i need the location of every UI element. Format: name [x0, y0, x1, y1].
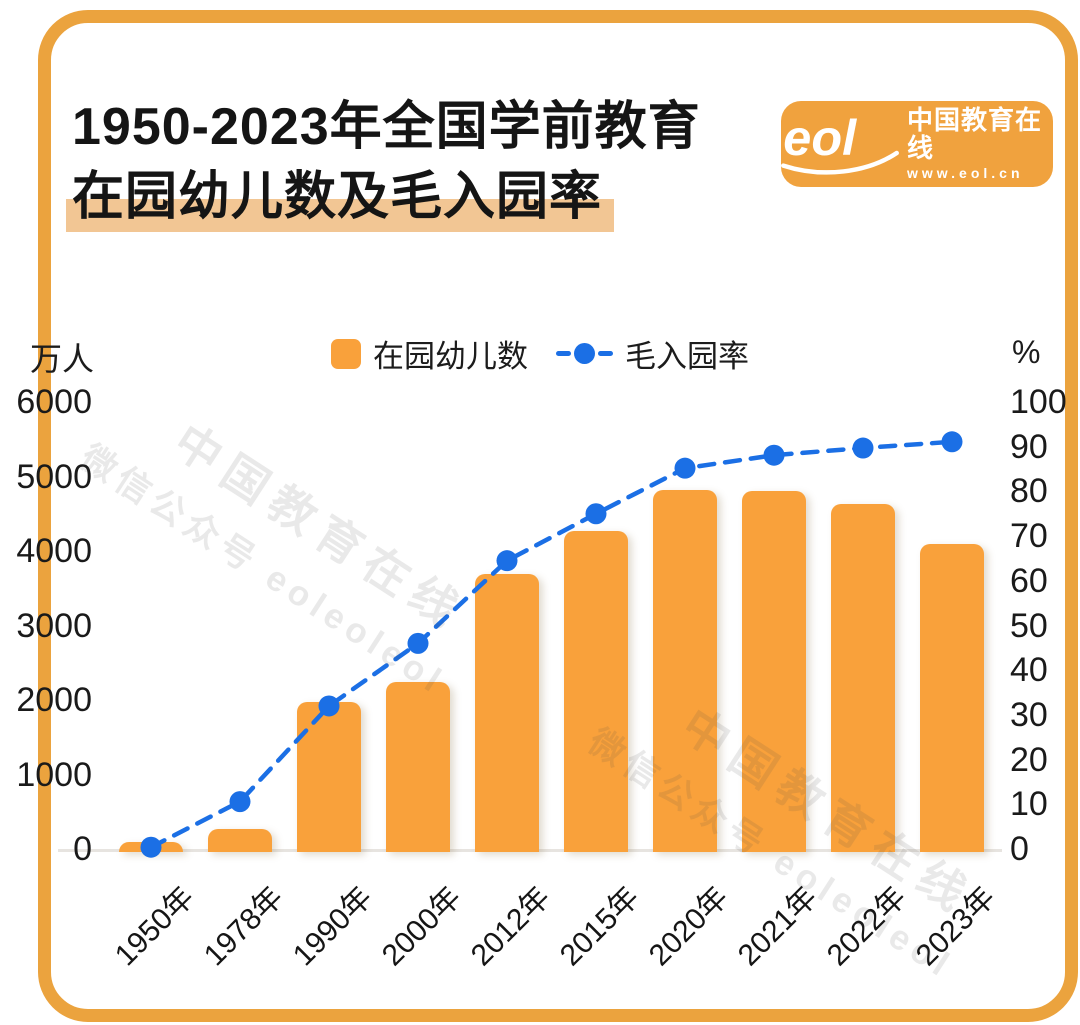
eol-logo: eol 中国教育在线 www.eol.cn [781, 101, 1053, 187]
bar-2012年 [475, 574, 539, 852]
rate-point-2023年 [941, 431, 963, 453]
bar-2022年 [831, 504, 895, 852]
rate-point-2020年 [674, 457, 696, 479]
x-axis-label-text: 2015年 [554, 880, 646, 973]
rate-point-2021年 [763, 444, 785, 466]
y-axis-left-tick-4000: 4000 [16, 532, 92, 570]
y-axis-right-tick-70: 70 [1010, 517, 1048, 556]
bar-1990年 [297, 702, 361, 852]
y-axis-right-tick-30: 30 [1010, 695, 1048, 734]
y-axis-right-tick-10: 10 [1010, 785, 1048, 824]
rate-point-1978年 [229, 791, 251, 813]
rate-point-2015年 [585, 503, 607, 525]
rate-point-2012年 [496, 550, 518, 572]
right-axis-unit: % [1012, 334, 1041, 370]
x-axis-label-text: 2023年 [910, 880, 1002, 973]
y-axis-right-tick-40: 40 [1010, 651, 1048, 690]
x-axis-label-text: 2022年 [821, 880, 913, 973]
bar-1950年 [119, 842, 183, 852]
line-series-marker-icon [556, 343, 613, 364]
y-axis-left-tick-1000: 1000 [16, 755, 92, 794]
y-axis-left-tick-5000: 5000 [16, 457, 92, 496]
bar-2021年 [742, 491, 806, 852]
x-axis-label-text: 2021年 [732, 880, 824, 973]
legend-item-line: 毛入园率 [556, 331, 749, 376]
bar-2023年 [920, 544, 984, 852]
bar-series-swatch-icon [331, 338, 361, 369]
y-axis-left-tick-2000: 2000 [16, 681, 92, 719]
x-axis-label-text: 2000年 [376, 880, 468, 973]
title-line-1: 1950-2023年全国学前教育 [72, 98, 701, 156]
bar-2020年 [653, 490, 717, 852]
y-axis-right-tick-50: 50 [1010, 606, 1048, 645]
bar-2015年 [564, 531, 628, 852]
y-axis-left-tick-0: 0 [73, 830, 92, 868]
page-title: 1950-2023年全国学前教育 在园幼儿数及毛入园率 [66, 92, 701, 232]
y-axis-left-tick-6000: 6000 [16, 383, 92, 421]
rate-point-2000年 [407, 632, 429, 654]
title-line-2-highlighted: 在园幼儿数及毛入园率 [66, 162, 615, 232]
x-axis-label-text: 2020年 [643, 880, 735, 973]
y-axis-right-tick-90: 90 [1010, 427, 1048, 466]
eol-logo-mark-icon: eol [781, 109, 899, 175]
rate-point-2022年 [852, 437, 874, 459]
y-axis-right-tick-60: 60 [1010, 561, 1048, 600]
y-axis-right-tick-20: 20 [1010, 740, 1048, 779]
y-axis-right-tick-0: 0 [1010, 830, 1029, 868]
x-axis-label-text: 2012年 [465, 880, 557, 973]
logo-swoosh [781, 150, 899, 175]
y-axis-left-tick-3000: 3000 [16, 606, 92, 645]
eol-logo-text: eol [783, 109, 857, 166]
bar-1978年 [208, 829, 272, 852]
legend-item-bar: 在园幼儿数 [331, 331, 528, 376]
y-axis-right-tick-100: 100 [1010, 383, 1067, 421]
logo-text-block: 中国教育在线 www.eol.cn [907, 106, 1053, 182]
x-axis-label-text: 1950年 [109, 880, 201, 973]
legend-line-label: 毛入园率 [625, 339, 749, 374]
logo-site-url: www.eol.cn [907, 165, 1024, 181]
logo-site-name: 中国教育在线 [907, 105, 1043, 163]
legend-bar-label: 在园幼儿数 [373, 339, 528, 374]
x-axis-label-text: 1978年 [198, 880, 290, 973]
bar-2000年 [386, 681, 450, 852]
x-axis-label-text: 1990年 [287, 880, 379, 973]
legend: 在园幼儿数 毛入园率 [0, 331, 1080, 376]
y-axis-right-tick-80: 80 [1010, 472, 1048, 511]
